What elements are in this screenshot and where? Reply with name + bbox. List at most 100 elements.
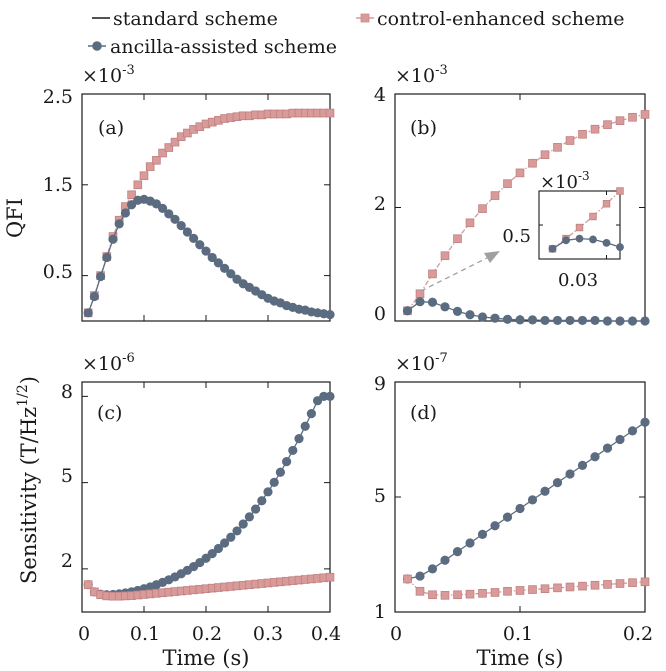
data-point-square (152, 155, 161, 165)
panel-d: (d) ×10-7 1 5 9 0 0.1 0.2 Time (s) (374, 351, 653, 670)
panel-a-ytick-label: 0.5 (43, 261, 73, 283)
data-point-circle (325, 310, 335, 320)
panel-a-multiplier: ×10-3 (82, 63, 135, 87)
data-point-circle (120, 208, 130, 218)
data-point-circle (96, 271, 106, 282)
data-point-square (565, 582, 575, 592)
data-point-square (453, 590, 462, 600)
data-point-circle (158, 203, 168, 214)
data-point-circle (189, 233, 199, 243)
inset-multiplier: ×10-3 (540, 169, 590, 193)
panel-d-ytick-label: 5 (374, 485, 386, 507)
data-point-square (453, 234, 462, 244)
panel-a-marks (81, 93, 335, 321)
panel-b-ytick-label: 4 (374, 84, 386, 106)
panel-c-marks (81, 382, 335, 612)
panel-d-xlabel: Time (s) (477, 646, 564, 670)
panel-c-xlabel: Time (s) (163, 646, 250, 670)
data-point-circle (415, 571, 425, 581)
data-point-circle (226, 269, 236, 279)
data-point-square (440, 591, 450, 600)
data-point-circle (244, 512, 254, 522)
data-point-square (478, 589, 487, 598)
panel-c: (c) ×10-6 Sensitivity (T/Hz1/2) 2 5 8 0 … (15, 351, 341, 670)
data-point-square (515, 168, 525, 178)
data-point-circle (263, 487, 273, 497)
data-point-square (540, 150, 550, 160)
data-point-square (164, 143, 174, 152)
panel-c-ytick-label: 2 (61, 550, 73, 572)
data-point-square (628, 112, 637, 122)
data-point-square (578, 129, 587, 139)
data-point-circle (477, 529, 488, 539)
data-point-square (415, 586, 425, 596)
series-line-ancilla (87, 395, 330, 596)
inset-arrow (420, 251, 500, 292)
data-point-circle (627, 316, 638, 326)
data-point-circle (452, 547, 463, 557)
panel-a: (a) ×10-3 QFI 0.5 1.5 2.5 (3, 63, 335, 322)
data-point-square (428, 590, 437, 600)
data-point-circle (548, 244, 557, 253)
data-point-circle (220, 263, 230, 273)
data-point-square (325, 108, 335, 118)
panel-c-multiplier: ×10-6 (82, 351, 135, 375)
panel-c-ytick-label: 8 (61, 381, 73, 403)
data-point-square (578, 581, 587, 591)
data-point-square (325, 572, 335, 582)
data-point-circle (164, 209, 174, 219)
data-point-square (528, 158, 537, 168)
data-point-circle (602, 238, 611, 247)
panel-c-ylabel: Sensitivity (T/Hz1/2) (15, 376, 41, 584)
data-point-square (503, 586, 512, 596)
data-point-square (490, 191, 500, 200)
data-point-square (490, 588, 500, 597)
panel-d-xtick-label: 0.2 (623, 623, 653, 645)
data-point-square (602, 200, 611, 208)
data-point-circle (640, 417, 650, 427)
data-point-circle (562, 236, 570, 245)
data-point-circle (602, 443, 613, 453)
data-point-circle (575, 234, 584, 243)
panel-d-xtick-label: 0.1 (503, 623, 533, 645)
panel-b-ytick-label: 0 (374, 303, 386, 325)
data-point-square (428, 269, 437, 279)
data-point-square (589, 212, 597, 221)
panel-d-ytick-label: 1 (374, 601, 386, 623)
data-point-circle (108, 234, 118, 244)
data-point-square (628, 578, 637, 587)
panel-d-label: (d) (410, 402, 437, 424)
data-point-circle (502, 314, 513, 324)
data-point-circle (207, 252, 217, 263)
legend-item-control: control-enhanced scheme (356, 8, 624, 30)
data-point-circle (465, 538, 475, 548)
data-point-circle (251, 504, 261, 514)
data-point-square (515, 586, 525, 595)
data-point-square (540, 584, 550, 594)
legend: standard scheme control-enhanced scheme … (88, 8, 624, 58)
panel-c-label: (c) (97, 402, 122, 424)
data-point-circle (640, 316, 650, 326)
data-point-circle (616, 243, 624, 252)
data-point-circle (565, 469, 575, 479)
panel-b-marks (394, 93, 650, 326)
data-point-square (640, 577, 650, 587)
panel-d-xtick-label: 0 (390, 623, 402, 645)
panel-a-ylabel: QFI (3, 198, 27, 238)
data-point-square (615, 116, 625, 125)
panel-a-ytick-label: 2.5 (43, 86, 73, 108)
panel-a-yticks: 0.5 1.5 2.5 (43, 86, 73, 283)
data-point-circle (515, 315, 525, 325)
data-point-circle (490, 521, 500, 531)
data-point-square (503, 179, 512, 188)
data-point-circle (89, 291, 99, 302)
data-point-circle (427, 297, 438, 307)
data-point-circle (452, 306, 463, 316)
data-point-circle (300, 421, 310, 431)
panel-b-multiplier: ×10-3 (395, 63, 448, 87)
data-point-square (575, 223, 584, 232)
legend-label-control: control-enhanced scheme (377, 8, 624, 30)
panel-d-marks (394, 381, 650, 613)
data-point-square (553, 583, 562, 593)
